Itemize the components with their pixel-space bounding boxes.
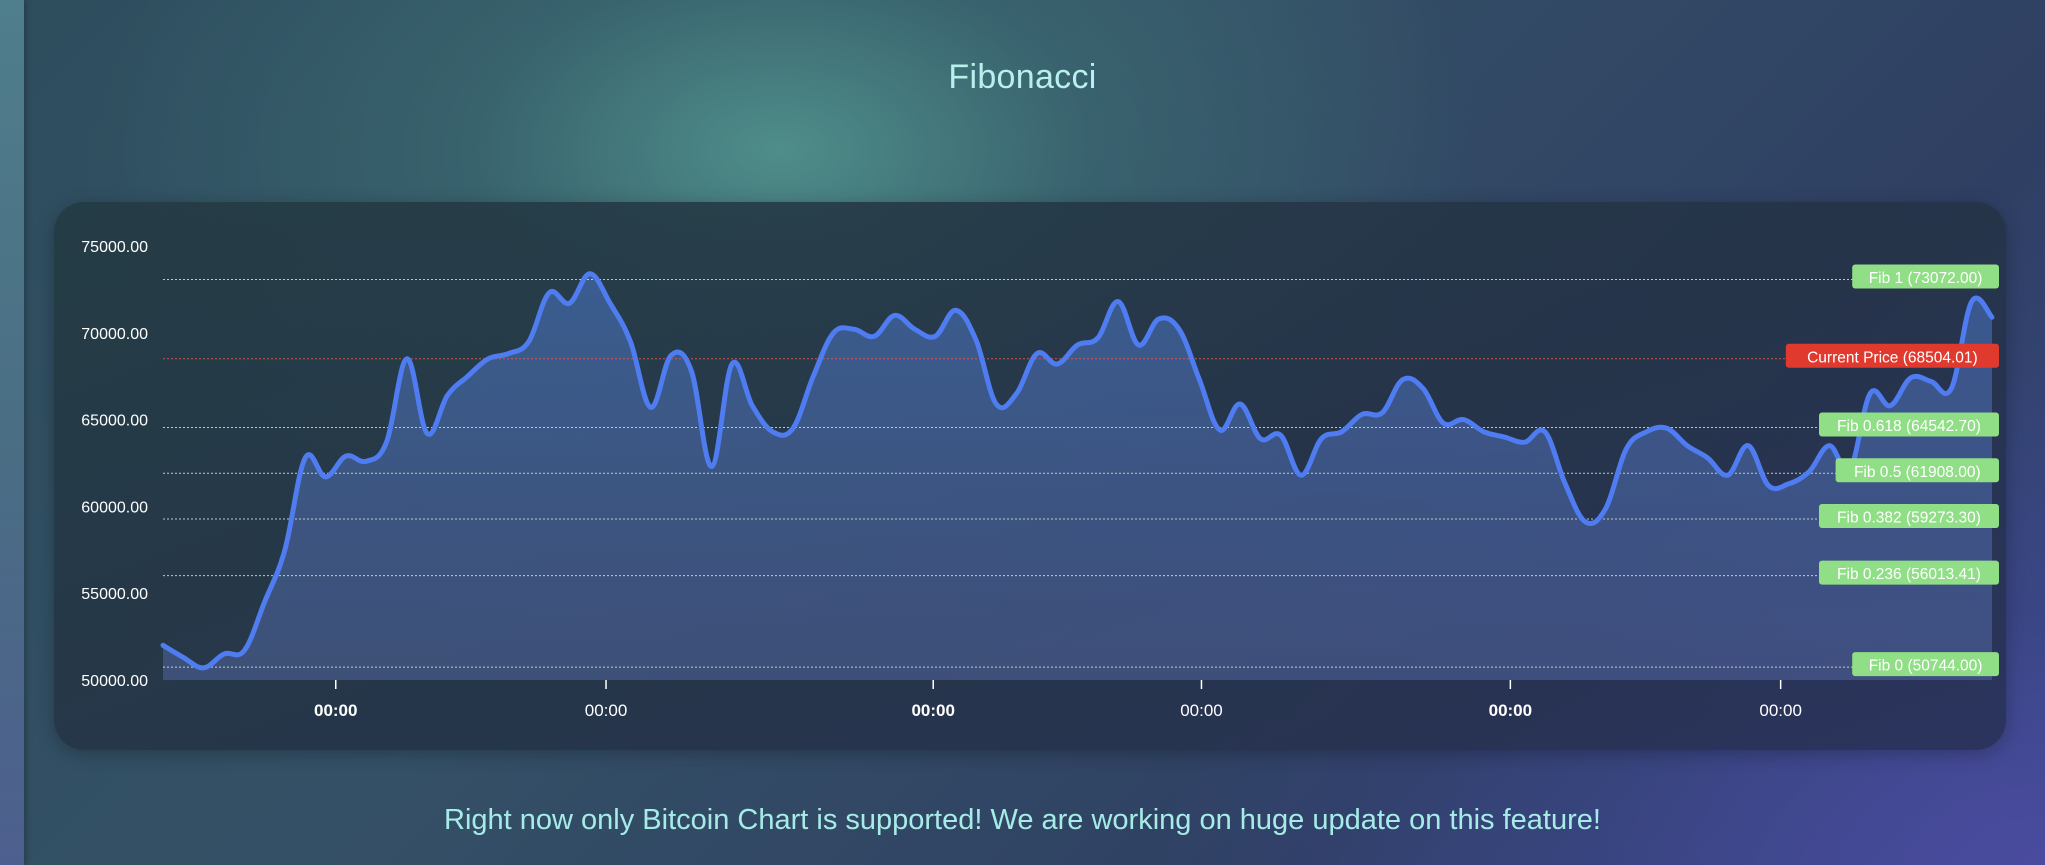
fib-label-box [1819,412,1999,437]
x-tick-label: 00:00 [314,701,357,720]
x-tick-label: 00:00 [1759,701,1802,720]
fib-label: Fib 0.618 (64542.70) [1819,412,1999,437]
current-price-label-box [1785,343,1999,368]
x-tick-label: 00:00 [585,701,628,720]
fib-label-text: Fib 0.382 (59273.30) [1837,510,1981,527]
left-edge-strip [0,0,24,865]
fib-label-text: Fib 0.5 (61908.00) [1854,464,1981,481]
fib-label-box [1819,504,1999,529]
current-price-label: Current Price (68504.01) [1785,343,1999,368]
fib-label: Fib 0.236 (56013.41) [1819,560,1999,585]
y-tick-label: 65000.00 [81,413,148,430]
y-tick-label: 70000.00 [81,326,148,343]
fib-label-box [1835,458,1999,483]
y-tick-label: 60000.00 [81,499,148,516]
fib-label-text: Fib 0 (50744.00) [1869,658,1983,675]
fib-label-box [1852,264,1999,289]
y-tick-label: 50000.00 [81,673,148,690]
current-price-label-text: Current Price (68504.01) [1807,349,1978,366]
x-tick-label: 00:00 [1180,701,1223,720]
fib-label-box [1852,652,1999,677]
price-area [163,273,1992,680]
y-tick-label: 75000.00 [81,239,148,256]
y-tick-label: 55000.00 [81,586,148,603]
fib-label: Fib 1 (73072.00) [1852,264,1999,289]
fib-label-text: Fib 0.618 (64542.70) [1837,418,1981,435]
fib-label: Fib 0 (50744.00) [1852,652,1999,677]
x-tick-label: 00:00 [911,701,954,720]
fib-label: Fib 0.5 (61908.00) [1835,458,1999,483]
fib-label-box [1819,560,1999,585]
price-line [160,271,1995,671]
fib-label: Fib 0.382 (59273.30) [1819,504,1999,529]
page-title: Fibonacci [948,58,1097,96]
fib-label-text: Fib 1 (73072.00) [1869,270,1983,287]
x-tick-label: 00:00 [1489,701,1532,720]
fib-label-text: Fib 0.236 (56013.41) [1837,566,1981,583]
footer-note: Right now only Bitcoin Chart is supporte… [444,804,1601,836]
